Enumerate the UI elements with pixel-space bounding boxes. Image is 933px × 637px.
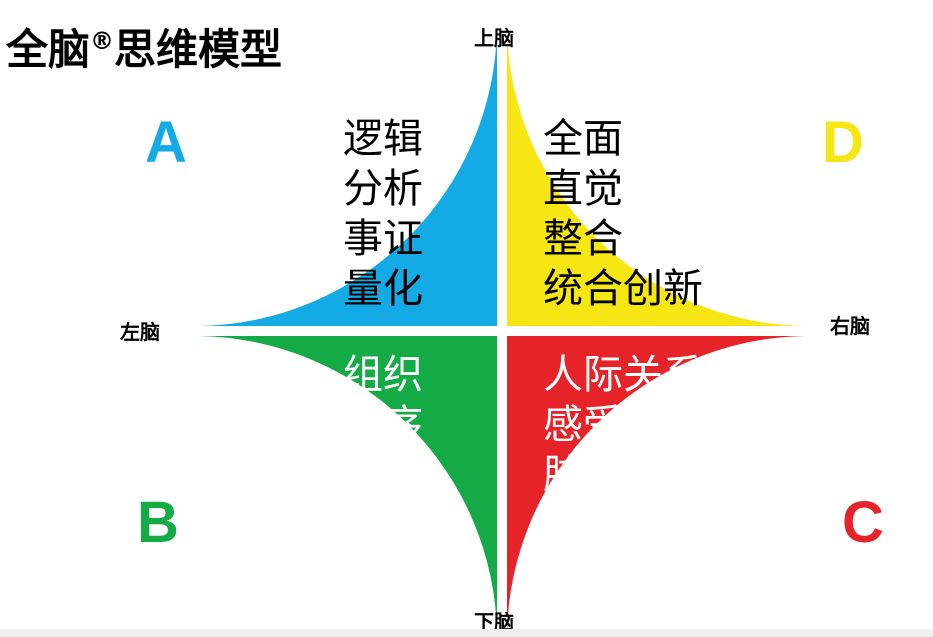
quadrant-a-line: 逻辑 [343, 116, 423, 162]
quadrant-a-letter: A [145, 110, 187, 175]
quadrant-b-text: 组织 次序 计划 细节 [343, 350, 423, 550]
quadrant-b-letter: B [137, 490, 179, 555]
quadrant-a-line: 分析 [343, 166, 423, 212]
quadrant-c-text: 人际关系的 感受为主的 肢体运动 情绪的 [543, 350, 743, 550]
quadrant-a-line: 量化 [343, 266, 423, 312]
quadrant-d-text: 全面 直觉 整合 统合创新 [543, 114, 703, 314]
quadrant-b-shape [199, 336, 497, 634]
quadrant-d-line: 直觉 [543, 166, 623, 212]
label-right-brain: 右脑 [830, 314, 870, 338]
quadrant-c-letter: C [842, 490, 884, 555]
quadrant-a-shape [199, 28, 497, 326]
quadrant-c-line: 人际关系的 [543, 352, 743, 398]
quadrant-c-line: 情绪的 [543, 502, 663, 548]
quadrant-b-line: 细节 [343, 502, 423, 548]
label-left-brain: 左脑 [120, 320, 160, 344]
quadrant-d-line: 全面 [543, 116, 623, 162]
bottom-edge-strip [0, 629, 933, 637]
title-suffix: 思维模型 [114, 25, 283, 74]
quadrant-d-line: 整合 [543, 216, 623, 262]
quadrant-a-text: 逻辑 分析 事证 量化 [343, 114, 423, 314]
quadrant-c-line: 感受为主的 [543, 402, 743, 448]
quadrant-b-line: 计划 [343, 452, 423, 498]
quadrant-b-line: 组织 [343, 352, 423, 398]
quadrant-d-letter: D [822, 110, 864, 175]
quadrant-c-shape [507, 336, 805, 634]
registered-mark: ® [90, 27, 115, 55]
quadrant-c-line: 肢体运动 [543, 452, 703, 498]
diagram-title: 全脑®思维模型 [6, 20, 282, 80]
label-top-brain: 上脑 [474, 26, 514, 50]
quadrant-d-line: 统合创新 [543, 266, 703, 312]
title-prefix: 全脑 [6, 25, 91, 74]
quadrant-a-line: 事证 [343, 216, 423, 262]
quadrant-d-shape [507, 28, 805, 326]
quadrant-b-line: 次序 [343, 402, 423, 448]
